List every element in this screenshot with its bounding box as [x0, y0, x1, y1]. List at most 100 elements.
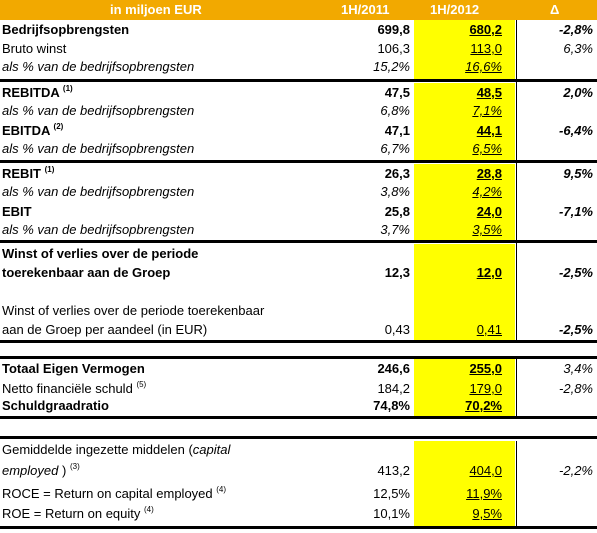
table-row: EBIT 25,8 24,0 -7,1% — [0, 203, 597, 220]
footnote-ref: (2) — [53, 122, 64, 131]
section-divider — [0, 240, 597, 243]
value-1h2012: 4,2% — [472, 184, 502, 199]
row-label: Bedrijfsopbrengsten — [2, 22, 130, 37]
row-label: toerekenbaar aan de Groep — [2, 265, 171, 280]
value-1h2011: 184,2 — [377, 381, 410, 396]
row-label-text: REBITDA — [2, 85, 60, 100]
value-1h2011: 413,2 — [377, 463, 410, 478]
value-1h2012: 7,1% — [472, 103, 502, 118]
highlight-column — [414, 20, 515, 79]
value-1h2012: 11,9% — [466, 486, 502, 501]
footnote-ref: (3) — [69, 462, 80, 471]
row-label: EBIT — [2, 204, 32, 219]
table-row: aan de Groep per aandeel (in EUR) 0,43 0… — [0, 321, 597, 338]
table-row: als % van de bedrijfsopbrengsten 3,8% 4,… — [0, 183, 597, 200]
row-label: REBIT (1) — [2, 165, 54, 182]
row-label-text: REBIT — [2, 166, 41, 181]
table-row: Winst of verlies over de periode — [0, 245, 597, 262]
footnote-ref: (1) — [62, 84, 73, 93]
value-1h2012: 16,6% — [465, 59, 502, 74]
table-row: REBITDA (1) 47,5 48,5 2,0% — [0, 84, 597, 101]
row-label: als % van de bedrijfsopbrengsten — [2, 141, 195, 156]
value-1h2011: 25,8 — [384, 204, 410, 219]
value-1h2011: 3,8% — [380, 184, 410, 199]
section-divider — [0, 356, 597, 359]
value-1h2012: 48,5 — [476, 85, 502, 100]
table-row: Gemiddelde ingezette middelen (capital — [0, 441, 597, 458]
row-label: als % van de bedrijfsopbrengsten — [2, 59, 195, 74]
value-1h2011: 12,3 — [384, 265, 410, 280]
row-label: REBITDA (1) — [2, 84, 73, 101]
row-label-text: employed — [2, 463, 59, 478]
value-delta: -2,8% — [559, 381, 593, 396]
row-label-text: ROCE = Return on capital employed — [2, 486, 213, 501]
value-1h2012: 6,5% — [472, 141, 502, 156]
value-1h2011: 74,8% — [373, 398, 410, 413]
value-delta: 9,5% — [563, 166, 593, 181]
table-row: Winst of verlies over de periode toereke… — [0, 302, 597, 319]
row-label: Winst of verlies over de periode — [2, 246, 199, 261]
footnote-ref: (5) — [136, 380, 147, 389]
value-1h2011: 699,8 — [377, 22, 410, 37]
value-delta: -6,4% — [559, 123, 593, 138]
table-row: als % van de bedrijfsopbrengsten 3,7% 3,… — [0, 221, 597, 238]
table-row: ROCE = Return on capital employed (4) 12… — [0, 485, 597, 502]
value-1h2012: 255,0 — [469, 361, 502, 376]
table-row: ROE = Return on equity (4) 10,1% 9,5% — [0, 505, 597, 522]
row-label: Totaal Eigen Vermogen — [2, 361, 145, 376]
column-divider — [516, 20, 517, 340]
row-label: als % van de bedrijfsopbrengsten — [2, 184, 195, 199]
header-col-1h2011: 1H/2011 — [341, 2, 390, 17]
value-1h2011: 3,7% — [380, 222, 410, 237]
row-label: Winst of verlies over de periode toereke… — [2, 303, 265, 318]
section-divider — [0, 340, 597, 343]
highlight-column — [414, 359, 515, 416]
value-1h2011: 47,1 — [384, 123, 410, 138]
row-label: als % van de bedrijfsopbrengsten — [2, 222, 195, 237]
value-1h2012: 680,2 — [469, 22, 502, 37]
value-1h2011: 6,8% — [380, 103, 410, 118]
value-delta: 2,0% — [563, 85, 593, 100]
value-delta: -2,8% — [559, 22, 593, 37]
row-label: ROE = Return on equity (4) — [2, 505, 154, 522]
table-row: als % van de bedrijfsopbrengsten 15,2% 1… — [0, 58, 597, 75]
row-label: Schuldgraadratio — [2, 398, 109, 413]
footnote-ref: (1) — [44, 165, 55, 174]
value-1h2011: 0,43 — [384, 322, 410, 337]
value-1h2011: 26,3 — [384, 166, 410, 181]
row-label: EBITDA (2) — [2, 122, 63, 139]
row-label-text: EBITDA — [2, 123, 50, 138]
section-divider — [0, 526, 597, 529]
highlight-column — [414, 441, 515, 526]
table-row: als % van de bedrijfsopbrengsten 6,8% 7,… — [0, 102, 597, 119]
value-delta: -2,5% — [559, 322, 593, 337]
section-divider — [0, 416, 597, 419]
value-1h2011: 6,7% — [380, 141, 410, 156]
value-1h2011: 246,6 — [377, 361, 410, 376]
row-label: Bruto winst — [2, 41, 67, 56]
row-label-text: Gemiddelde ingezette middelen ( — [2, 442, 193, 457]
table-row: Totaal Eigen Vermogen 246,6 255,0 3,4% — [0, 360, 597, 377]
table-row: EBITDA (2) 47,1 44,1 -6,4% — [0, 122, 597, 139]
value-1h2011: 106,3 — [377, 41, 410, 56]
table-row: Bruto winst 106,3 113,0 6,3% — [0, 40, 597, 57]
footnote-ref: (4) — [216, 485, 227, 494]
value-1h2011: 15,2% — [373, 59, 410, 74]
value-1h2012: 28,8 — [476, 166, 502, 181]
row-label-text: ROE = Return on equity — [2, 506, 141, 521]
row-label-suffix: ) — [62, 463, 67, 478]
header-col-delta: Δ — [550, 2, 560, 17]
highlight-column — [414, 83, 515, 160]
value-1h2011: 47,5 — [384, 85, 410, 100]
column-divider — [516, 359, 517, 416]
row-label: Gemiddelde ingezette middelen (capital — [2, 441, 230, 458]
highlight-column — [414, 244, 515, 340]
row-label: ROCE = Return on capital employed (4) — [2, 485, 226, 502]
value-1h2012: 24,0 — [476, 204, 502, 219]
row-label: employed ) (3) — [2, 462, 80, 479]
value-1h2012: 3,5% — [472, 222, 502, 237]
value-1h2012: 12,0 — [476, 265, 502, 280]
value-delta: 6,3% — [563, 41, 593, 56]
column-divider — [516, 441, 517, 526]
section-divider — [0, 79, 597, 82]
